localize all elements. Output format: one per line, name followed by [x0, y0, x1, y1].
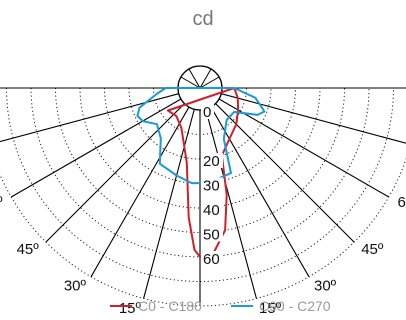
- grid-ring: [55, 87, 345, 233]
- radial-tick-bg: [201, 202, 223, 217]
- grid-spoke: [205, 109, 257, 299]
- radial-tick-bg: [201, 177, 223, 193]
- legend-item-c0-c180: C0 - C180: [110, 298, 202, 314]
- grid-spoke: [221, 93, 406, 144]
- legend: C0 - C180 C90 - C270: [0, 298, 406, 316]
- series-layer: [136, 87, 266, 258]
- grid-spoke: [215, 103, 355, 243]
- angle-label-left: 15º: [119, 300, 142, 317]
- grid-spoke: [90, 106, 190, 278]
- grid-ring: [6, 87, 394, 282]
- legend-label-c0-c180: C0 - C180: [138, 298, 202, 314]
- radial-tick-label: 20: [203, 153, 220, 170]
- radial-tick-label: 30: [203, 178, 220, 195]
- grid-ring: [104, 87, 296, 184]
- radial-tick-bg: [201, 226, 223, 242]
- label-layer: 0203040506090º90º75º75º60º60º45º45º30º30…: [0, 104, 406, 317]
- angle-label-left: 30º: [64, 277, 87, 294]
- chart-title: cd: [192, 8, 214, 30]
- angle-label-right: 30º: [314, 277, 337, 294]
- angle-label-left: 45º: [17, 241, 40, 258]
- legend-label-c90-c270: C90 - C270: [259, 298, 331, 314]
- grid-ring: [79, 87, 321, 209]
- radial-tick-bg: [201, 153, 223, 168]
- inner-spoke: [180, 76, 201, 89]
- radial-tick-label: 0: [203, 104, 211, 121]
- radial-tick-bg: [201, 104, 214, 119]
- grid-spoke: [10, 98, 182, 198]
- grid-spoke: [210, 106, 310, 278]
- legend-item-c90-c270: C90 - C270: [231, 298, 331, 314]
- radial-tick-label: 50: [203, 227, 220, 244]
- angle-label-right: 45º: [361, 241, 384, 258]
- polar-grid: [0, 65, 406, 307]
- inner-spoke: [199, 68, 212, 89]
- radial-tick-label: 40: [203, 202, 220, 219]
- grid-spoke: [143, 109, 195, 299]
- legend-swatch-c90-c270: [231, 305, 253, 307]
- grid-spoke: [218, 98, 390, 198]
- radial-tick-label: 60: [203, 251, 220, 268]
- legend-swatch-c0-c180: [110, 305, 132, 307]
- inner-spoke: [188, 68, 201, 89]
- angle-label-left: 60º: [0, 194, 3, 211]
- inner-spoke: [199, 76, 220, 89]
- series-line-c0-c180: [166, 87, 240, 258]
- grid-ring: [30, 87, 370, 258]
- series-line-c90-c270: [136, 87, 266, 185]
- angle-label-right: 60º: [397, 194, 406, 211]
- angle-label-right: 15º: [259, 300, 282, 317]
- grid-spoke: [45, 103, 185, 243]
- radial-tick-bg: [201, 251, 223, 266]
